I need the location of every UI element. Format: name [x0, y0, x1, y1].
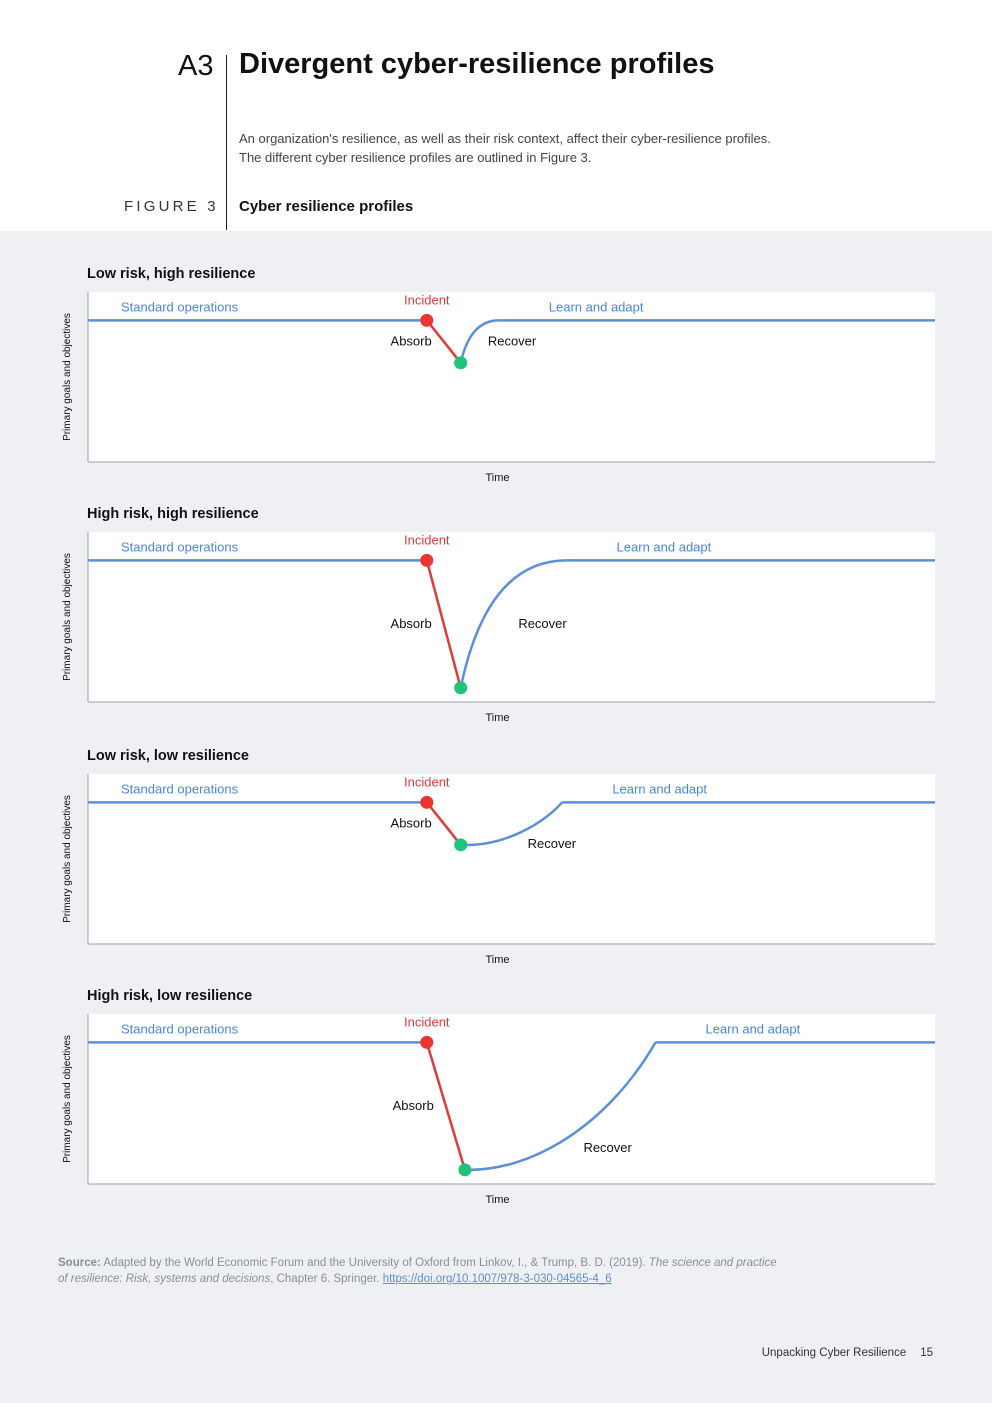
incident-point: [420, 553, 434, 567]
chart-low-risk-high-resilience: Standard operations Incident Learn and ada…: [62, 292, 935, 484]
label-standard-operations: Standard operations: [121, 299, 239, 314]
label-standard-operations: Standard operations: [121, 1021, 239, 1036]
label-incident: Incident: [404, 292, 450, 307]
chart-title-4: High risk, low resilience: [87, 988, 253, 1004]
x-axis-label: Time: [485, 712, 509, 724]
plot-area: [88, 532, 935, 702]
y-axis-label: Primary goals and objectives: [62, 553, 73, 681]
chart-low-risk-low-resilience: Standard operations Incident Learn and ada…: [62, 774, 935, 966]
y-axis-label: Primary goals and objectives: [62, 795, 73, 923]
footer-doc-title: Unpacking Cyber Resilience: [761, 1347, 907, 1359]
chart-title-3: Low risk, low resilience: [87, 748, 249, 764]
incident-point: [420, 1035, 434, 1049]
footer-page-number: 15: [920, 1347, 933, 1359]
label-recover: Recover: [518, 616, 567, 631]
recover-curve: [464, 1041, 657, 1172]
page-footer: Unpacking Cyber Resilience 15: [762, 1347, 933, 1359]
label-absorb: Absorb: [391, 616, 432, 631]
chart-high-risk-high-resilience: Standard operations Incident Learn and ada…: [62, 532, 935, 724]
label-absorb: Absorb: [393, 1098, 434, 1113]
label-standard-operations: Standard operations: [121, 539, 239, 554]
absorb-line: [425, 319, 462, 364]
recovery-start-point: [454, 838, 468, 852]
label-incident: Incident: [404, 1014, 450, 1029]
section-number: A3: [178, 50, 214, 82]
label-recover: Recover: [488, 334, 537, 349]
label-incident: Incident: [404, 774, 450, 789]
figure-title: Cyber resilience profiles: [239, 198, 414, 215]
source-label: Source:: [58, 1257, 101, 1269]
label-learn-and-adapt: Learn and adapt: [705, 1021, 800, 1036]
absorb-line: [425, 801, 462, 846]
x-axis-label: Time: [485, 1194, 509, 1206]
x-axis-label: Time: [485, 472, 509, 484]
y-axis-label: Primary goals and objectives: [62, 313, 73, 441]
chart-title-1: Low risk, high resilience: [87, 266, 256, 282]
recovery-start-point: [458, 1163, 472, 1177]
recover-curve: [459, 559, 567, 689]
chart-title-2: High risk, high resilience: [87, 506, 259, 522]
incident-point: [420, 313, 434, 327]
absorb-line: [425, 560, 462, 689]
y-axis-label: Primary goals and objectives: [62, 1035, 73, 1163]
recovery-start-point: [454, 356, 468, 370]
label-absorb: Absorb: [391, 334, 432, 349]
source-italic-1: The science and practice: [648, 1257, 777, 1269]
plot-area: [88, 774, 935, 944]
x-axis-label: Time: [485, 954, 509, 966]
plot-area: [88, 1014, 935, 1184]
label-absorb: Absorb: [391, 816, 432, 831]
label-recover: Recover: [528, 836, 577, 851]
label-standard-operations: Standard operations: [121, 781, 239, 796]
source-italic-2: of resilience: Risk, systems and decisio…: [58, 1273, 271, 1285]
source-note: Source: Adapted by the World Economic Fo…: [58, 1255, 848, 1287]
label-learn-and-adapt: Learn and adapt: [612, 781, 707, 796]
intro-line-1: An organization's resilience, as well as…: [239, 131, 771, 146]
absorb-line: [425, 1041, 467, 1171]
label-learn-and-adapt: Learn and adapt: [617, 539, 712, 554]
source-doi-link[interactable]: https://doi.org/10.1007/978-3-030-04565-…: [382, 1273, 612, 1285]
label-learn-and-adapt: Learn and adapt: [549, 299, 644, 314]
intro-paragraph: An organization's resilience, as well as…: [239, 129, 859, 167]
figure-label: FIGURE 3: [124, 198, 219, 215]
header-divider: [226, 55, 227, 230]
source-text-2: , Chapter 6. Springer.: [270, 1273, 383, 1285]
recover-curve: [459, 319, 499, 364]
incident-point: [420, 795, 434, 809]
plot-area: [88, 292, 935, 462]
intro-line-2: The different cyber resilience profiles …: [239, 150, 592, 165]
label-recover: Recover: [583, 1140, 632, 1155]
recovery-start-point: [454, 681, 468, 695]
section-title: Divergent cyber-resilience profiles: [239, 48, 715, 80]
recover-curve: [460, 801, 564, 847]
label-incident: Incident: [404, 532, 450, 547]
source-text-1: Adapted by the World Economic Forum and …: [100, 1257, 649, 1269]
chart-high-risk-low-resilience: Standard operations Incident Learn and ada…: [62, 1014, 935, 1206]
